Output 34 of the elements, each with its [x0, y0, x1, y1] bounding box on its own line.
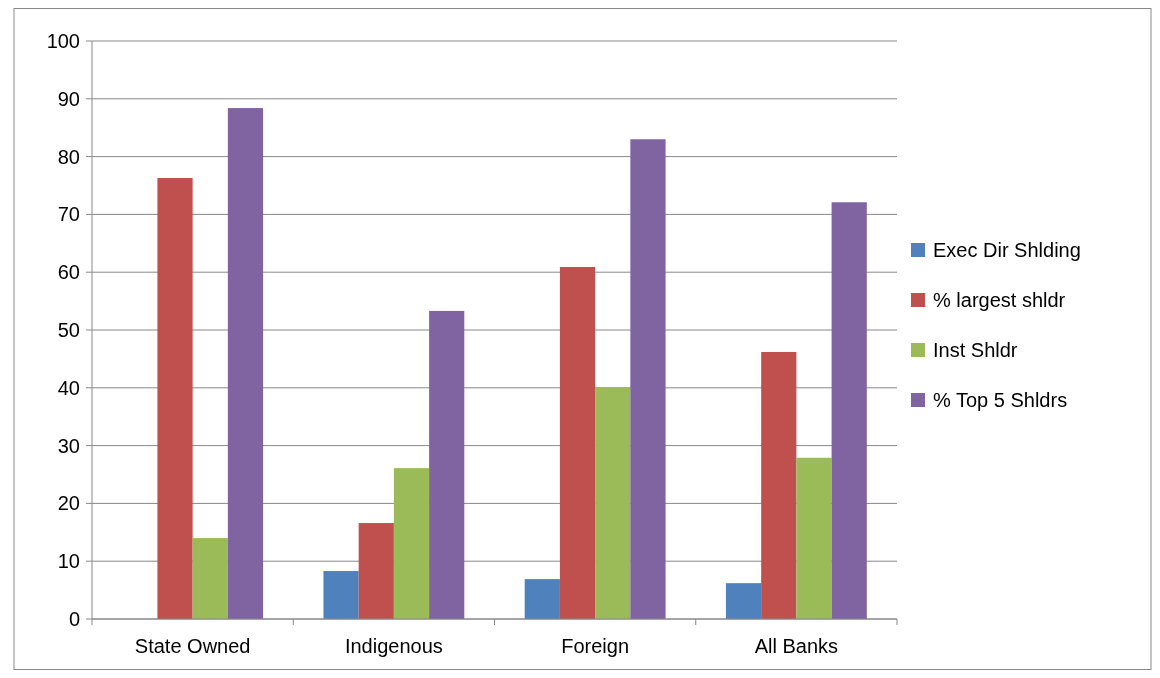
bar — [761, 351, 797, 619]
bar — [595, 387, 631, 619]
bar — [796, 457, 832, 619]
bar — [524, 579, 560, 619]
legend-label: Inst Shldr — [933, 339, 1018, 361]
bar — [831, 202, 867, 619]
y-tick-label: 90 — [57, 87, 80, 110]
bar — [393, 468, 430, 619]
y-tick-label: 80 — [57, 145, 80, 168]
legend-label: % Top 5 Shldrs — [933, 389, 1068, 411]
x-tick-label: State Owned — [134, 635, 251, 657]
y-tick-label: 0 — [68, 608, 80, 630]
bar — [192, 538, 228, 619]
bar — [630, 139, 666, 619]
y-tick-label: 10 — [57, 550, 80, 573]
y-tick-label: 70 — [57, 203, 80, 226]
bar — [227, 108, 264, 619]
y-tick-label: 60 — [57, 261, 80, 284]
x-tick-label: Foreign — [561, 635, 630, 657]
y-tick-label: 50 — [57, 319, 80, 341]
y-tick-label: 100 — [46, 30, 80, 52]
legend-label: % largest shldr — [933, 289, 1066, 311]
bar — [559, 267, 596, 619]
y-tick-label: 40 — [57, 376, 80, 399]
bar — [358, 523, 394, 619]
bar — [157, 177, 193, 619]
bar — [323, 571, 359, 619]
y-tick-label: 20 — [57, 492, 80, 515]
bar — [725, 583, 762, 619]
legend-label: Exec Dir Shlding — [933, 239, 1081, 261]
x-tick-label: All Banks — [754, 635, 839, 657]
x-tick-label: Indigenous — [344, 635, 443, 657]
bar — [429, 310, 465, 619]
y-tick-label: 30 — [57, 434, 80, 457]
